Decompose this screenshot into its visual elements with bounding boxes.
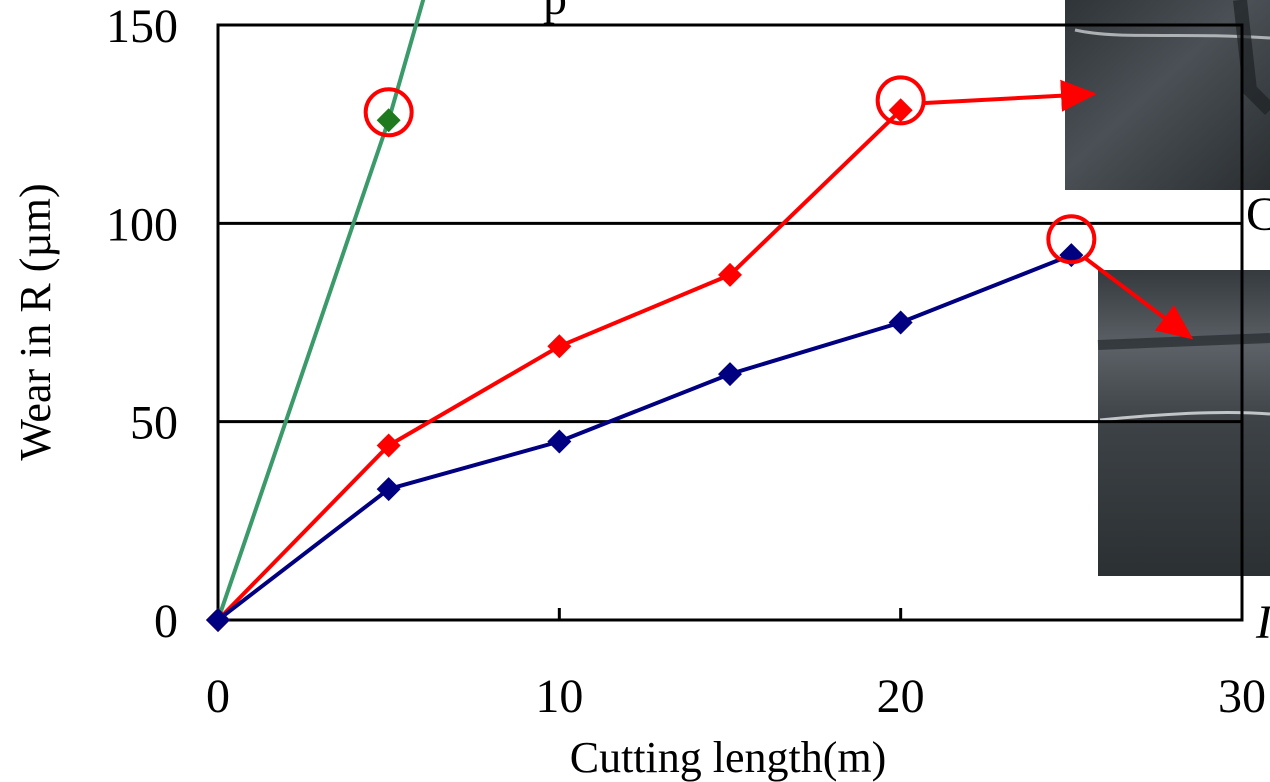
gridlines [218,221,1242,424]
failure-circle-0 [363,87,414,138]
failure-circles [363,75,1097,265]
arrow-to-photo-bottom [1083,256,1194,340]
failure-circle-1 [875,75,926,126]
x-axis-label: Cutting length(m) [570,733,887,782]
partial-label-bottom: I [1255,596,1270,649]
series-navy-point-2 [547,429,572,454]
partial-label-right: C [1246,188,1270,241]
x-tick-label-20: 20 [877,670,925,723]
photo-inset-top [1065,0,1270,190]
x-tick-label-10: 10 [535,670,583,723]
y-axis-label: Wear in R (µm) [11,183,60,460]
y-tick-label-0: 0 [154,595,178,648]
series-navy-line [216,253,1073,622]
series-red-point-3 [718,262,742,287]
series-layer [206,0,1084,632]
series-red-point-1 [376,433,401,458]
y-tick-label-150: 150 [106,0,178,53]
series-navy-point-1 [376,477,401,502]
series-navy-point-3 [718,362,742,387]
tick-labels: 0 10 20 30 0 50 100 150 [106,0,1266,723]
y-tick-label-50: 50 [130,397,178,450]
series-red-point-2 [547,334,572,359]
series-red-point-4 [888,98,913,123]
series-navy-point-0 [206,608,230,632]
plot-frame [216,23,1244,622]
series-navy-point-5 [1059,243,1084,268]
series-green-point-1 [376,108,401,133]
failure-circle-2 [1046,214,1097,265]
arrow-to-photo-top [924,79,1097,112]
tick-marks [557,608,903,620]
series-navy-point-4 [888,310,913,335]
x-tick-label-30: 30 [1218,670,1266,723]
x-tick-label-0: 0 [206,670,230,723]
y-tick-label-100: 100 [106,198,178,251]
partial-label-top: p [543,0,567,25]
